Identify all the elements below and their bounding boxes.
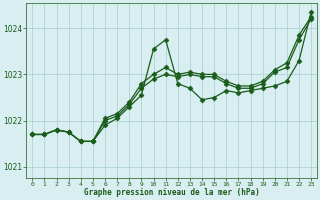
X-axis label: Graphe pression niveau de la mer (hPa): Graphe pression niveau de la mer (hPa) — [84, 188, 260, 197]
